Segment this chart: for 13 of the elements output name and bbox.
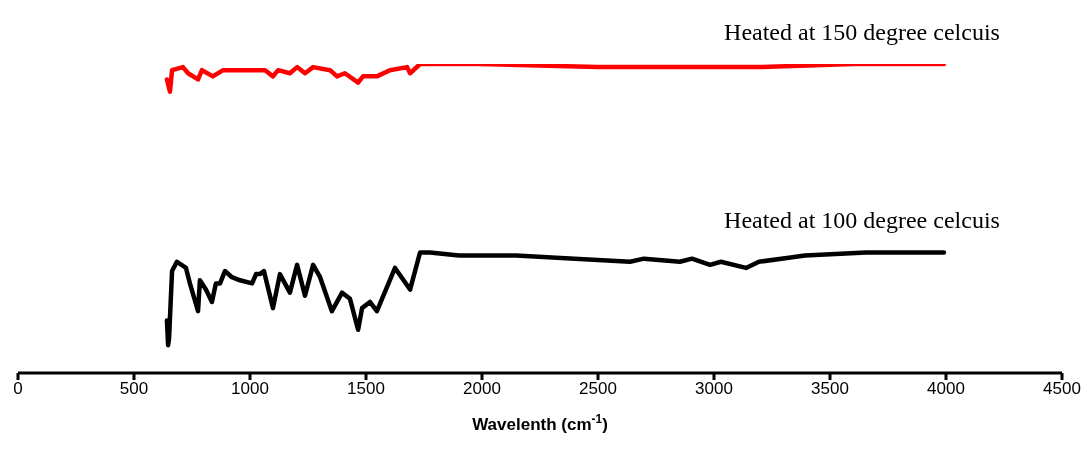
x-tick-label: 500 [119,379,149,399]
series-label: Heated at 100 degree celcuis [724,207,1000,234]
x-tick-label: 4500 [1043,379,1081,399]
x-tick-label: 3000 [695,379,733,399]
x-tick-label: 0 [13,379,23,399]
x-tick-label: 4000 [927,379,965,399]
x-tick-label: 2000 [463,379,501,399]
x-axis-title: Wavelenth (cm$^{-1}$) [472,412,608,434]
x-tick-label: 1500 [347,379,385,399]
x-tick-label: 2500 [579,379,617,399]
x-tick-label: 1000 [231,379,269,399]
series-label: Heated at 150 degree celcuis [724,19,1000,45]
x-tick-label: 3500 [811,379,849,399]
